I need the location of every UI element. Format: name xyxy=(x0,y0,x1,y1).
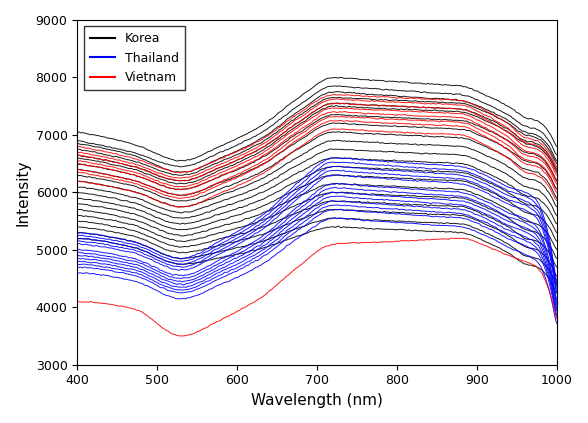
X-axis label: Wavelength (nm): Wavelength (nm) xyxy=(251,393,383,408)
Legend: Korea, Thailand, Vietnam: Korea, Thailand, Vietnam xyxy=(83,26,185,90)
Y-axis label: Intensity: Intensity xyxy=(15,159,30,225)
